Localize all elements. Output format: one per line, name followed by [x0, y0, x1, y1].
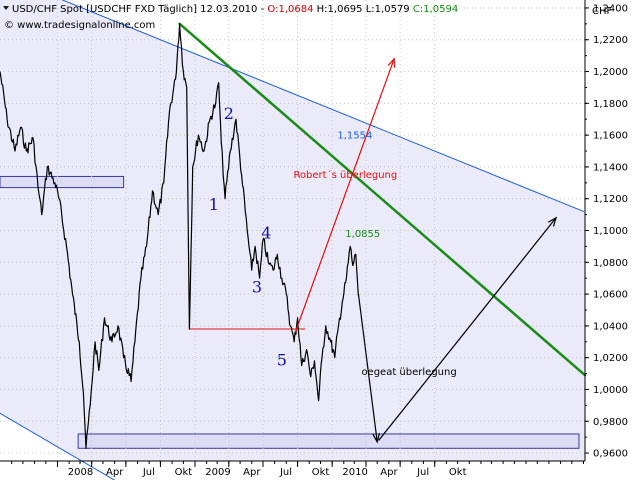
- header-text: USD/CHF Spot [USDCHF FXD Täglich] 12.03.…: [12, 4, 458, 15]
- grid-lines: [0, 0, 585, 461]
- plot-area: 1 2 3 4 5 1,1554 Robert´s überlegung 1,0855 oeg…: [0, 0, 587, 480]
- y-tick-label: 1,1000: [593, 226, 628, 237]
- y-tick-label: 1,0000: [593, 385, 628, 396]
- annotations: 1,1554 Robert´s überlegung 1,0855 oegeat üb…: [293, 130, 456, 378]
- x-tick-label: Apr: [243, 467, 261, 478]
- copyright-text: © www.tradesignalonline.com: [4, 20, 155, 31]
- y-tick-label: 1,1600: [593, 131, 628, 142]
- zone-box: [0, 175, 125, 189]
- price-series-line: [0, 23, 359, 449]
- y-axis-label: CHF: [592, 6, 613, 17]
- y-tick-label: 1,2000: [593, 67, 628, 78]
- x-tick-label: 2009: [205, 467, 230, 478]
- x-tick-label: 2010: [342, 467, 367, 478]
- chart-header: USD/CHF Spot [USDCHF FXD Täglich] 12.03.…: [3, 4, 458, 31]
- support-resistance-zones: [0, 175, 580, 449]
- header-open-value: 1,0684: [278, 4, 313, 15]
- y-tick-label: 0,9800: [593, 417, 628, 428]
- x-tick-label: Jul: [142, 467, 155, 478]
- x-tick-label: Apr: [106, 467, 124, 478]
- y-tick-label: 1,0400: [593, 321, 628, 332]
- arrow-shaft: [357, 294, 378, 442]
- wave-label: 4: [261, 223, 271, 242]
- y-tick-label: 1,1200: [593, 194, 628, 205]
- header-close-label: C:: [413, 4, 423, 15]
- x-tick-label: Jul: [416, 467, 429, 478]
- annotation-label: 1,1554: [337, 130, 372, 141]
- x-tick-label: Okt: [449, 467, 467, 478]
- arrow-head: [387, 57, 396, 68]
- wave-label: 3: [252, 277, 262, 296]
- zone-box: [77, 433, 580, 449]
- y-tick-label: 0,9600: [593, 449, 628, 460]
- y-tick-label: 1,2400: [593, 3, 628, 14]
- trendline: [0, 412, 116, 480]
- trendline: [61, 0, 584, 212]
- header-high: H:1,0695: [317, 4, 363, 15]
- trendlines: [0, 0, 587, 480]
- header-close-value: 1,0594: [423, 4, 458, 15]
- x-axis-ticks: 2008 Apr Jul Okt 2009 Apr Jul Okt 2010 Apr Jul Okt: [11, 461, 584, 478]
- y-tick-label: 1,1400: [593, 162, 628, 173]
- header-low: L:1,0579: [366, 4, 410, 15]
- y-tick-label: 1,0600: [593, 290, 628, 301]
- arrow-shaft: [378, 217, 557, 441]
- elliott-wave-labels: 1 2 3 4 5: [209, 104, 287, 369]
- projection-arrows: [294, 57, 558, 444]
- x-tick-label: 2008: [68, 467, 93, 478]
- wave-label: 2: [224, 104, 234, 123]
- annotation-label: Robert´s überlegung: [293, 169, 397, 181]
- arrow-head: [547, 216, 558, 227]
- wave-label: 5: [277, 351, 287, 370]
- trendline: [178, 22, 587, 377]
- dropdown-triangle-icon[interactable]: [3, 6, 9, 10]
- header-open-label: O:: [267, 4, 278, 15]
- x-tick-label: Jul: [279, 467, 292, 478]
- header-symbol: USD/CHF Spot [USDCHF FXD Täglich] 12.03.…: [12, 4, 267, 15]
- x-tick-label: Apr: [380, 467, 398, 478]
- x-tick-label: Okt: [312, 467, 330, 478]
- annotation-label: oegeat überlegung: [361, 367, 456, 378]
- y-tick-label: 1,1800: [593, 99, 628, 110]
- arrow-head: [372, 433, 381, 444]
- y-axis-ticks: 0,9600 0,9800 1,0000 1,0200 1,0400 1,0600 1,08…: [585, 3, 628, 460]
- annotation-label: 1,0855: [345, 229, 380, 240]
- arrow-shaft: [294, 58, 395, 333]
- y-tick-label: 1,2200: [593, 35, 628, 46]
- y-tick-label: 1,0800: [593, 258, 628, 269]
- x-tick-label: Okt: [175, 467, 193, 478]
- y-tick-label: 1,0200: [593, 353, 628, 364]
- wave-label: 1: [209, 195, 219, 214]
